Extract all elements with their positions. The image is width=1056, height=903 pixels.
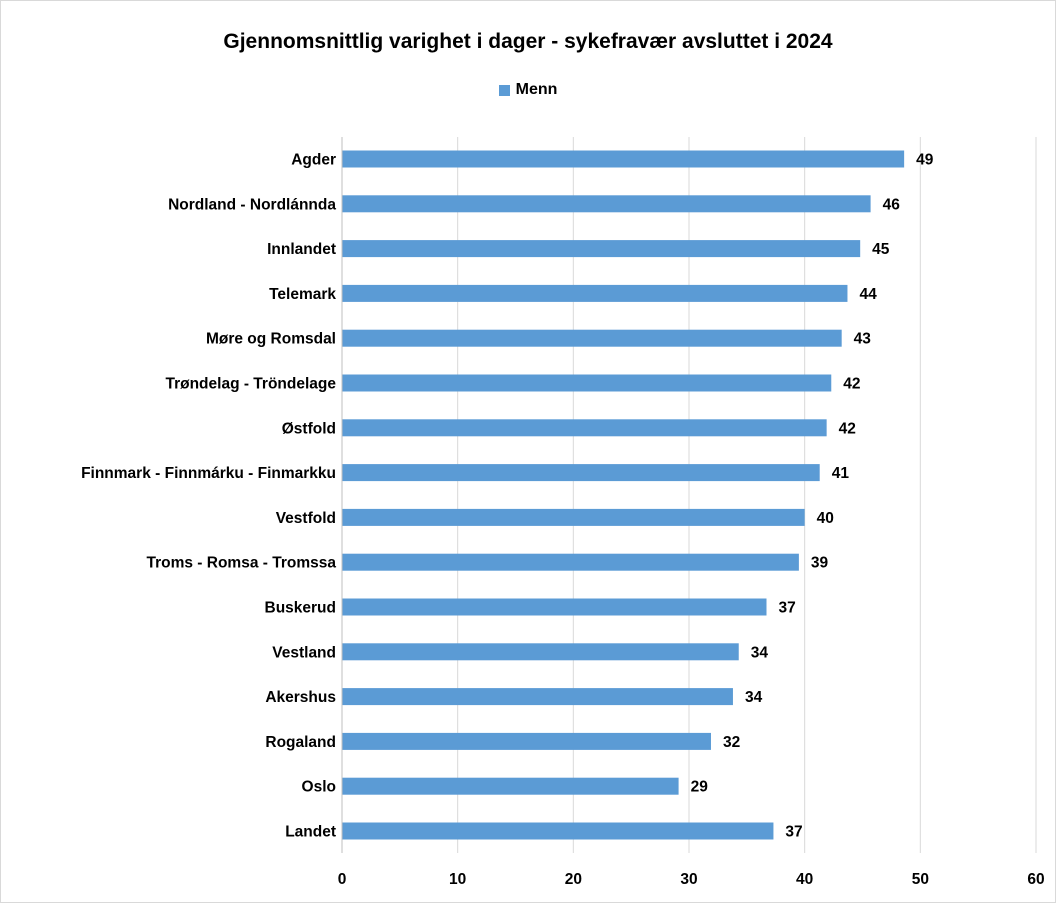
category-label: Rogaland — [265, 734, 336, 751]
legend: Menn — [0, 81, 1056, 99]
category-label: Telemark — [269, 286, 336, 303]
category-label: Landet — [285, 824, 336, 841]
category-label: Trøndelag - Tröndelage — [165, 376, 336, 393]
data-label: 42 — [843, 376, 860, 393]
category-label: Troms - Romsa - Tromssa — [146, 555, 336, 572]
chart-title: Gjennomsnittlig varighet i dager - sykef… — [223, 30, 833, 53]
x-tick-label: 60 — [1027, 871, 1044, 888]
category-label: Finnmark - Finnmárku - Finmarkku — [81, 465, 336, 482]
data-label: 46 — [883, 196, 901, 213]
data-label: 49 — [916, 152, 934, 169]
category-label: Buskerud — [265, 600, 337, 617]
data-label: 42 — [839, 420, 856, 437]
bar — [342, 643, 739, 661]
category-label: Nordland - Nordlánnda — [168, 196, 336, 213]
data-label: 44 — [859, 286, 877, 303]
bar — [342, 598, 767, 616]
bar — [342, 374, 832, 392]
bar — [342, 284, 848, 302]
x-tick-label: 0 — [338, 871, 347, 888]
data-label: 41 — [832, 465, 850, 482]
x-tick-label: 40 — [796, 871, 813, 888]
x-tick-label: 50 — [912, 871, 929, 888]
bar — [342, 329, 842, 347]
bar — [342, 688, 733, 706]
category-label: Vestland — [272, 644, 336, 661]
bar — [342, 419, 827, 437]
x-tick-label: 30 — [680, 871, 697, 888]
data-label: 29 — [691, 779, 709, 796]
data-label: 34 — [745, 689, 763, 706]
data-label: 32 — [723, 734, 740, 751]
data-label: 43 — [854, 331, 872, 348]
bar — [342, 777, 679, 795]
data-label: 37 — [778, 600, 795, 617]
category-label: Vestfold — [276, 510, 336, 527]
data-label: 39 — [811, 555, 829, 572]
category-label: Akershus — [265, 689, 336, 706]
data-label: 37 — [785, 824, 802, 841]
legend-swatch — [498, 84, 510, 96]
bar — [342, 464, 820, 482]
category-label: Østfold — [282, 420, 336, 437]
data-label: 45 — [872, 241, 890, 258]
bar — [342, 508, 805, 526]
data-label: 34 — [751, 644, 769, 661]
category-label: Agder — [291, 152, 336, 169]
data-label: 40 — [817, 510, 834, 527]
bar — [342, 822, 774, 840]
bar — [342, 240, 861, 258]
category-label: Oslo — [302, 779, 336, 796]
x-tick-label: 10 — [449, 871, 466, 888]
category-label: Innlandet — [267, 241, 336, 258]
category-label: Møre og Romsdal — [206, 331, 336, 348]
x-tick-label: 20 — [565, 871, 582, 888]
legend-label: Menn — [515, 81, 558, 98]
bar — [342, 195, 871, 213]
bar — [342, 732, 711, 750]
bar — [342, 150, 905, 168]
bar — [342, 553, 799, 571]
